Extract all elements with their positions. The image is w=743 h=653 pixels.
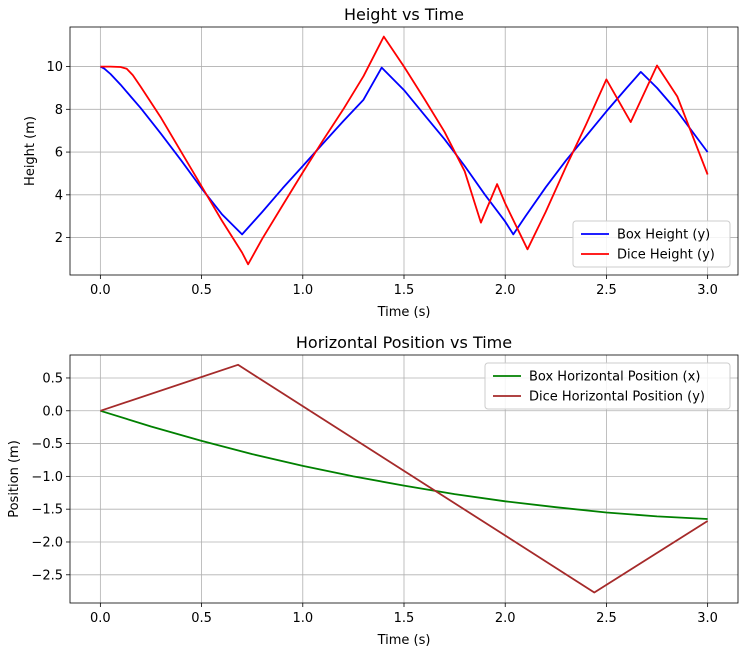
x-tick-label: 0.0 [90,283,111,298]
y-tick-label: −1.5 [31,503,63,518]
y-tick-label: 6 [55,146,63,161]
legend: Box Horizontal Position (x) Dice Horizont… [484,362,731,410]
series-line-0 [99,65,709,236]
x-tick-label: 2.5 [596,611,617,626]
y-tick-label: 4 [55,188,63,203]
x-tick-label: 2.5 [596,283,617,298]
chart-1: 0.0 0.5 1.0 1.5 2.0 2.5 3.0 0.5 0.0 −0.5 −1.0 −1.5 −… [7,333,739,648]
y-tick-label: 2 [55,231,63,246]
legend-label-0: Box Horizontal Position (x) [529,370,700,385]
legend-box [572,220,731,268]
legend-label-1: Dice Height (y) [617,248,715,263]
y-tick-label: 8 [55,103,63,118]
series-line-0 [100,409,708,520]
x-tick-label: 0.5 [191,611,212,626]
legend-label-1: Dice Horizontal Position (y) [529,390,705,405]
series-line-1 [100,363,709,594]
y-tick-label: 0.5 [42,371,63,386]
x-tick-label: 2.0 [495,611,516,626]
legend-box [484,362,731,410]
y-tick-label: −2.5 [31,568,63,583]
x-tick-label: 1.0 [292,611,313,626]
y-axis-label: Position (m) [7,440,22,518]
x-tick-label: 2.0 [495,283,516,298]
series-line-1 [100,35,709,266]
x-tick-label: 1.5 [394,283,415,298]
y-tick-label: −0.5 [31,437,63,452]
axes-frame [69,354,739,604]
x-tick-label: 1.5 [394,611,415,626]
x-tick-label: 0.5 [191,283,212,298]
chart-title: Horizontal Position vs Time [296,333,512,352]
y-axis-label: Height (m) [23,116,38,186]
legend-label-0: Box Height (y) [617,228,710,243]
y-tick-label: 0.0 [42,404,63,419]
chart-title: Height vs Time [344,5,464,24]
x-tick-label: 0.0 [90,611,111,626]
x-tick-label: 1.0 [292,283,313,298]
y-tick-label: −1.0 [31,470,63,485]
x-tick-label: 3.0 [697,283,718,298]
y-tick-label: −2.0 [31,535,63,550]
x-axis-label: Time (s) [377,305,431,320]
legend: Box Height (y) Dice Height (y) [572,220,731,268]
axes-frame [69,26,739,276]
y-tick-label: 10 [46,60,63,75]
x-axis-label: Time (s) [377,633,431,648]
chart-0: 0.0 0.5 1.0 1.5 2.0 2.5 3.0 2 4 6 8 10 Height vs Tim… [23,5,739,320]
x-tick-label: 3.0 [697,611,718,626]
